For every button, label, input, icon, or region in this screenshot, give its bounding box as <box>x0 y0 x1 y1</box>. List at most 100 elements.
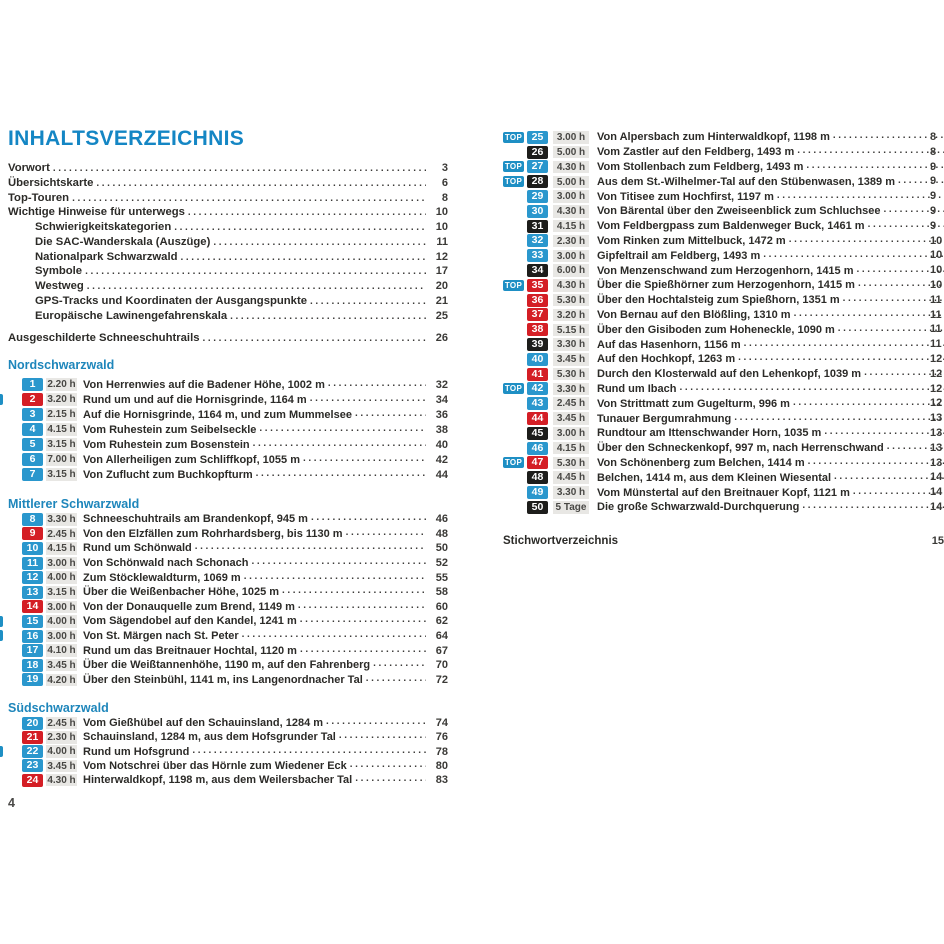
top-badge: TOP <box>503 161 524 173</box>
tour-duration: 4.30 h <box>553 279 589 292</box>
tour-title: Auf die Hornisgrinde, 1164 m, und zum Mu… <box>83 408 352 421</box>
dot-leader: ........................................… <box>202 333 427 344</box>
tour-page: 36 <box>435 408 448 421</box>
tour-number-badge: 47 <box>527 456 548 470</box>
toc-entry-page: 20 <box>435 280 448 292</box>
top-badge-cut <box>0 746 3 757</box>
toc-entry: Nationalpark Schwarzwald................… <box>8 250 448 265</box>
tour-number-badge: 22 <box>22 745 43 759</box>
dot-leader: ........................................… <box>738 352 944 364</box>
intro-list: Vorwort.................................… <box>8 161 448 323</box>
tour-number-badge: 28 <box>527 175 548 189</box>
tour-page: 9 <box>930 190 937 203</box>
tour-number-badge: 23 <box>22 759 43 773</box>
tour-title: Über den Gisiboden zum Hoheneckle, 1090 … <box>597 323 835 336</box>
toc-entry-page: 21 <box>435 294 448 307</box>
tour-title: Von Titisee zum Hochfirst, 1197 m <box>597 190 774 203</box>
tour-title: Von Herrenwies auf die Badener Höhe, 100… <box>83 378 325 391</box>
tour-page: 74 <box>435 717 448 730</box>
section-suedschwarzwald: Südschwarzwald 20 2.45 h Vom Gießhübel auf … <box>0 701 448 787</box>
dot-leader <box>621 530 930 544</box>
tour-row: 1 2.20 h Von Herrenwies auf die Badener Hö… <box>8 377 448 392</box>
dot-leader: ........................................… <box>255 467 426 479</box>
dot-leader: ........................................… <box>793 307 944 319</box>
tour-title: Rund um Schönwald <box>83 542 192 555</box>
tour-title: Über die Spießhörner zum Herzogenhorn, 1… <box>597 279 855 292</box>
dot-leader: ........................................… <box>327 377 426 389</box>
tour-row: TOP 42 3.30 h Rund um Ibach................… <box>503 382 944 397</box>
trails-line-container: Ausgeschilderte Schneeschuhtrails.......… <box>8 331 448 346</box>
dot-leader: ........................................… <box>345 526 426 538</box>
tour-page: 9 <box>930 175 937 188</box>
tour-title: Aus dem St.-Wilhelmer-Tal auf den Stüben… <box>597 175 895 188</box>
dot-leader: ........................................… <box>326 716 426 728</box>
tour-duration: 5 Tage <box>553 501 589 514</box>
tour-title: Rund um und auf die Hornisgrinde, 1164 m <box>83 393 307 406</box>
folio-page-number: 4 <box>8 796 15 810</box>
tour-number-badge: 37 <box>527 308 548 322</box>
tour-number-badge: 35 <box>527 278 548 292</box>
dot-leader: ........................................… <box>194 541 426 553</box>
tour-duration: 2.30 h <box>553 234 589 248</box>
tour-title: Vom Münstertal auf den Breitnauer Kopf, … <box>597 486 850 499</box>
index-entry: Stichwortverzeichnis 15 <box>503 530 944 547</box>
tour-duration: 3.30 h <box>553 382 589 396</box>
tour-title: Vom Sägendobel auf den Kandel, 1241 m <box>83 615 297 628</box>
tour-number-badge: 2 <box>22 393 43 406</box>
dot-leader: ........................................… <box>788 233 944 245</box>
dot-leader: ........................................… <box>259 422 426 434</box>
dot-leader: ........................................… <box>857 278 944 290</box>
tour-duration: 4.30 h <box>46 773 77 787</box>
toc-entry-page: 10 <box>435 206 448 219</box>
dot-leader: ........................................… <box>52 163 426 174</box>
tour-page: 10 <box>930 278 943 291</box>
tour-page: 12 <box>930 367 943 380</box>
toc-entry-label: Westweg <box>35 280 84 292</box>
tour-duration: 4.45 h <box>553 471 589 484</box>
tour-title: Rund um Hofsgrund <box>83 745 190 758</box>
tour-title: Zum Stöcklewaldturm, 1069 m <box>83 571 241 584</box>
tour-duration: 3.00 h <box>46 600 77 614</box>
tour-duration: 5.00 h <box>553 175 589 189</box>
tour-number-badge: 19 <box>22 673 43 687</box>
tour-page: 12 <box>930 352 943 365</box>
tour-number-badge: 41 <box>527 367 548 381</box>
tour-duration: 5.30 h <box>553 367 589 381</box>
tour-row: TOP 35 4.30 h Über die Spießhörner zum Herz… <box>503 278 944 293</box>
tour-number-badge: 38 <box>527 323 548 337</box>
dot-leader: ........................................… <box>797 145 944 157</box>
tour-number-badge: 33 <box>527 249 548 263</box>
tour-page: 13 <box>930 426 943 439</box>
tour-row: 23 3.45 h Vom Notschrei über das Hörnle zu… <box>8 759 448 773</box>
toc-entry: Schwierigkeitskategorien................… <box>8 220 448 235</box>
tour-number-badge: 24 <box>22 773 43 787</box>
tour-duration: 4.15 h <box>46 423 77 436</box>
dot-leader: ........................................… <box>187 207 426 219</box>
tour-title: Vom Ruhestein zum Bosenstein <box>83 438 250 451</box>
tour-number-badge: 26 <box>527 145 548 159</box>
toc-entry: GPS-Tracks und Koordinaten der Ausgangsp… <box>8 294 448 309</box>
dot-leader: ........................................… <box>230 310 426 322</box>
dot-leader: ........................................… <box>807 455 944 467</box>
index-page: 15 <box>931 535 944 547</box>
toc-entry-label: Übersichtskarte <box>8 176 94 189</box>
tour-row: 10 4.15 h Rund um Schönwald...............… <box>8 541 448 556</box>
dot-leader: ........................................… <box>86 281 426 292</box>
tour-number-badge: 12 <box>22 571 43 585</box>
dot-leader: ........................................… <box>842 293 944 305</box>
top-badge: TOP <box>503 383 524 395</box>
tour-row: 16 3.00 h Von St. Märgen nach St. Peter...… <box>0 629 448 644</box>
tour-number-badge: 30 <box>527 204 548 218</box>
tour-duration: 4.20 h <box>46 673 77 687</box>
tour-title: Von Bernau auf den Blößling, 1310 m <box>597 308 791 321</box>
tour-row: 4 4.15 h Vom Ruhestein zum Seibelseckle...… <box>8 422 448 437</box>
tour-number-badge: 8 <box>22 512 43 526</box>
top-badge-cut <box>0 615 3 627</box>
tour-title: Über den Hochtalsteig zum Spießhorn, 135… <box>597 294 840 307</box>
